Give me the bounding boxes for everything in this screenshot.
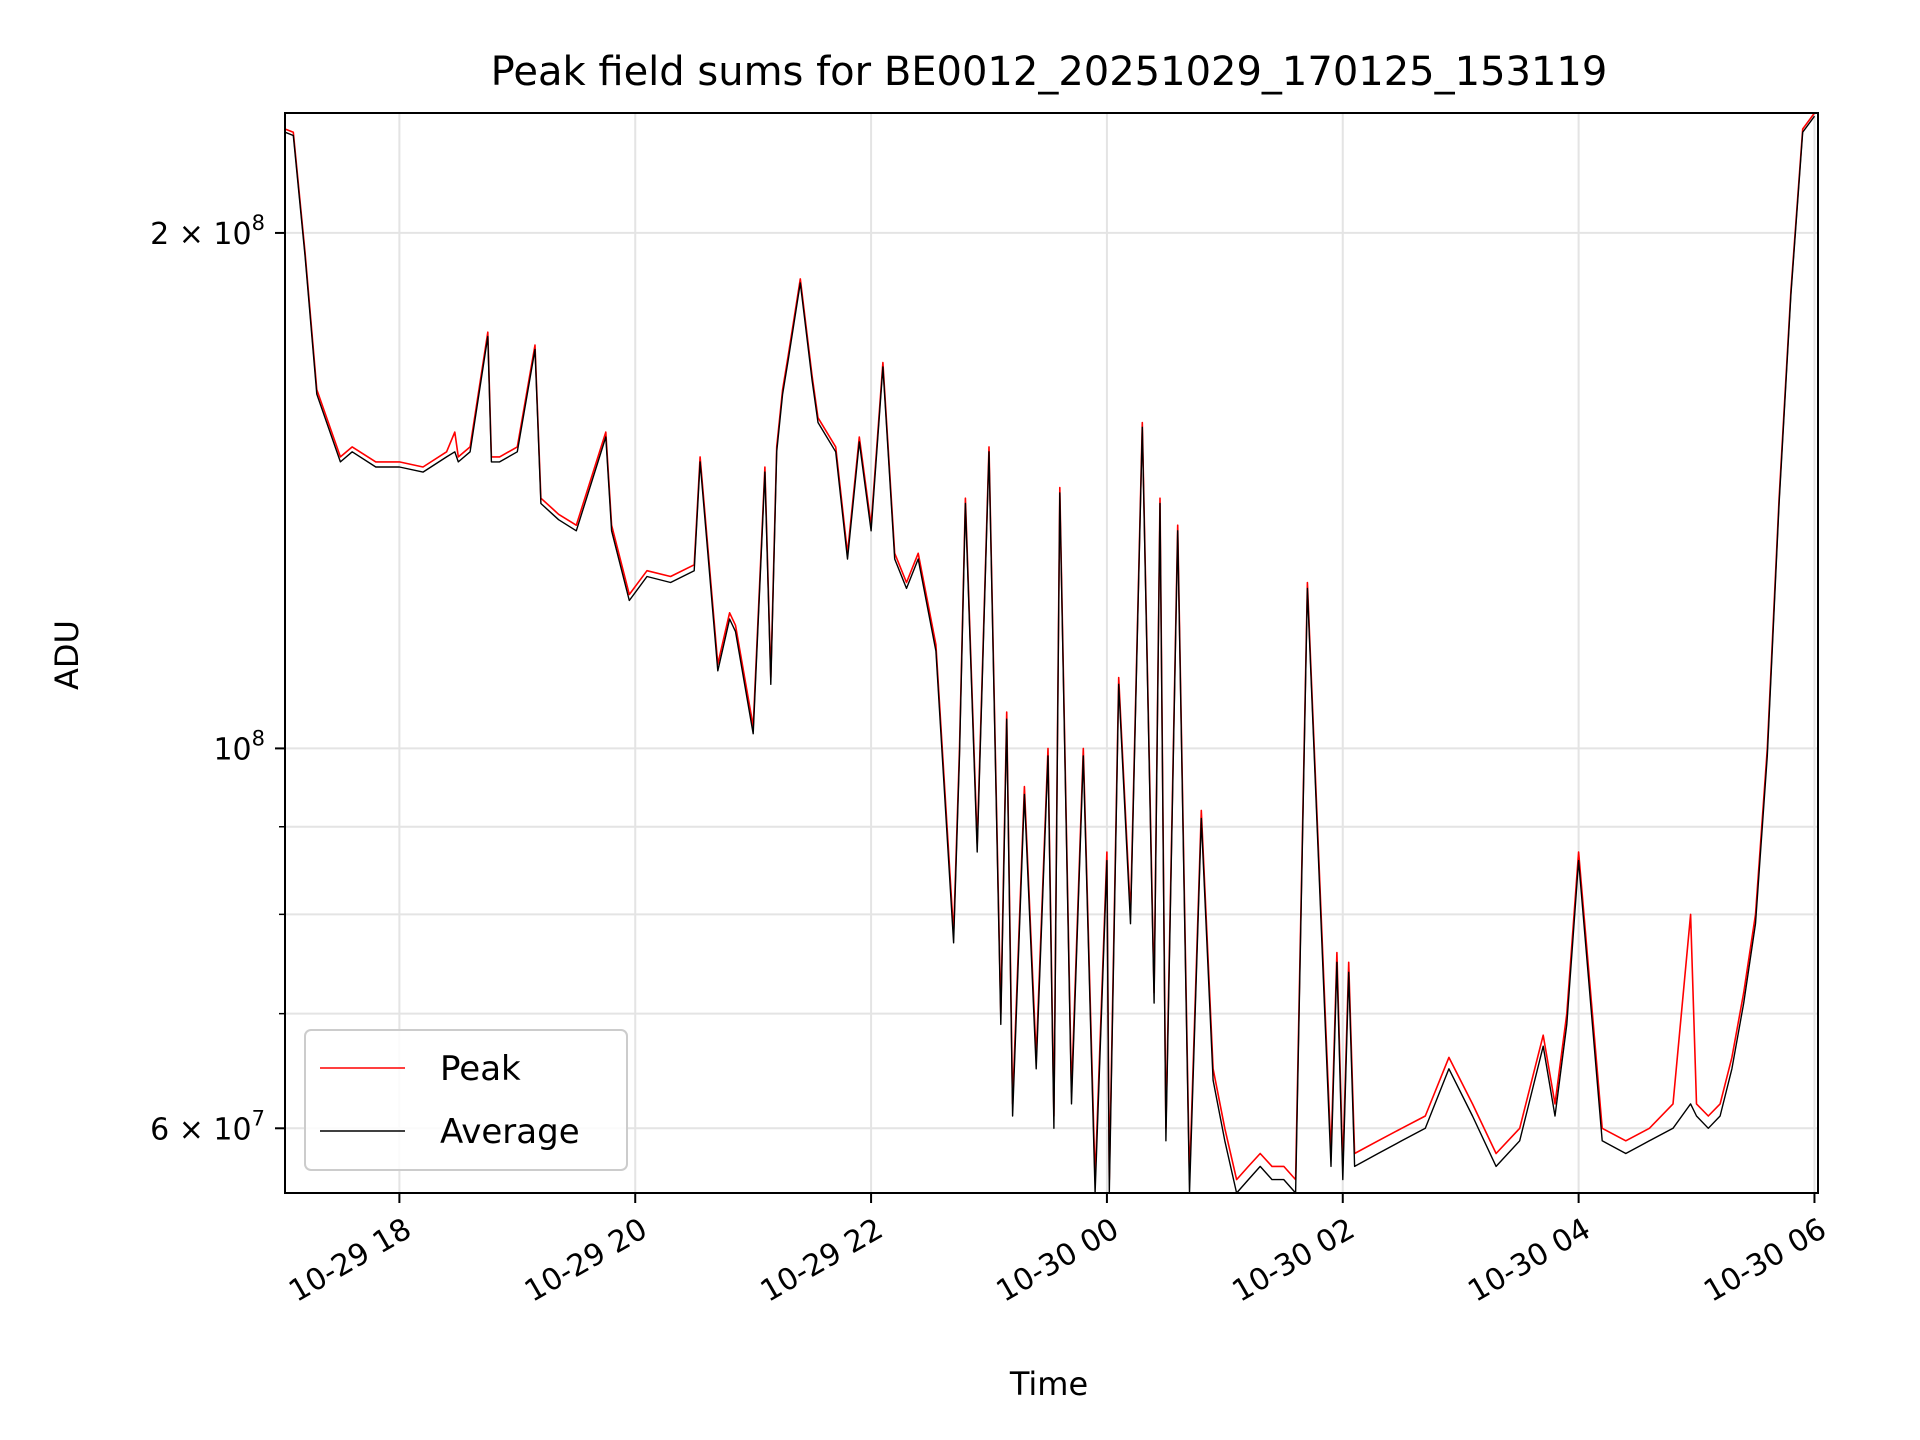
plot-frame <box>284 112 1819 1194</box>
legend-label-peak: Peak <box>440 1049 521 1089</box>
y-axis-label: ADU <box>48 620 86 690</box>
series-lines <box>284 112 1816 1194</box>
y-tick-label: 108 <box>213 726 265 767</box>
grid <box>285 113 1818 1193</box>
x-axis-label: Time <box>1009 1365 1088 1403</box>
legend: Peak Average <box>304 1029 628 1171</box>
legend-box <box>304 1029 628 1171</box>
y-axis: 6 × 107 108 2 × 108 <box>150 211 285 1147</box>
series-line-average <box>284 115 1816 1194</box>
y-tick-label: 2 × 108 <box>150 211 265 252</box>
chart-title: Peak field sums for BE0012_20251029_1701… <box>491 49 1608 95</box>
y-tick-label: 6 × 107 <box>150 1106 265 1147</box>
legend-label-average: Average <box>440 1112 580 1152</box>
